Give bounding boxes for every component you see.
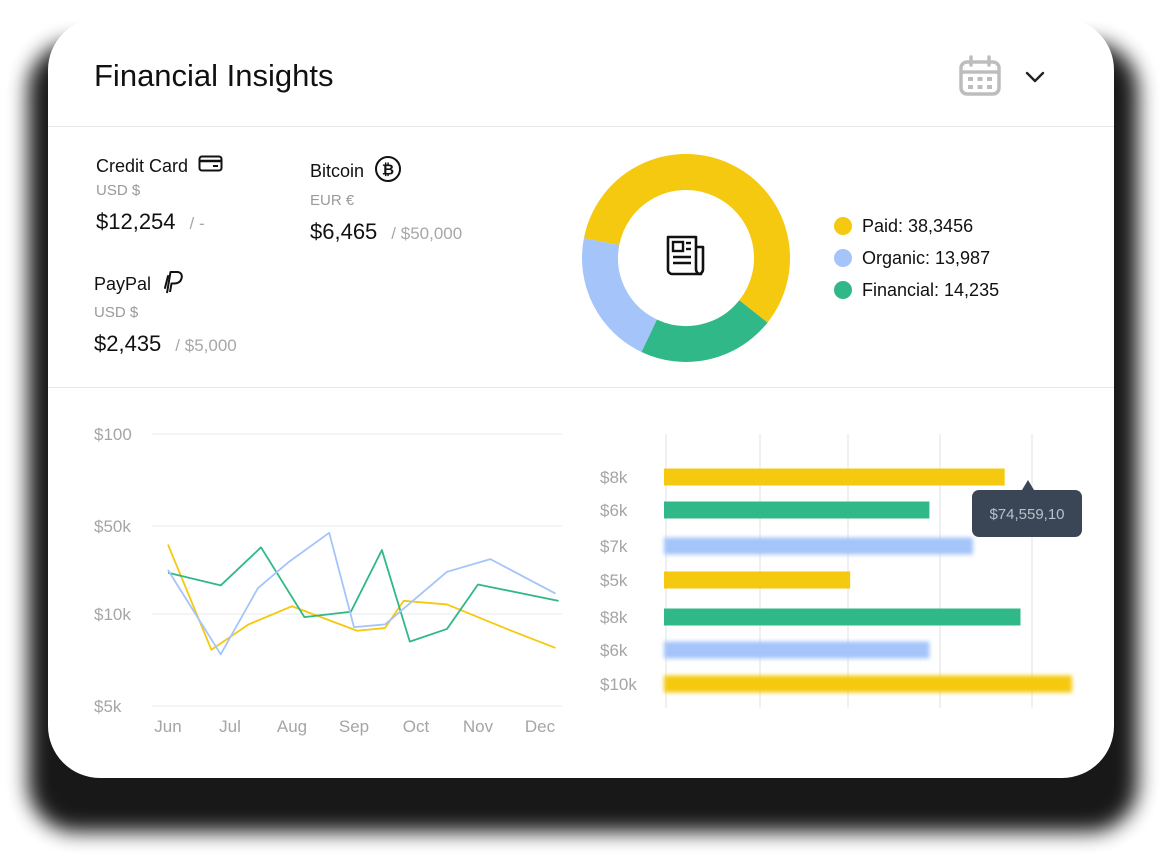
y-tick-label: $8k bbox=[600, 608, 628, 627]
x-tick-label: Aug bbox=[277, 717, 307, 736]
newspaper-icon bbox=[661, 231, 709, 279]
calendar-icon[interactable] bbox=[958, 54, 1002, 98]
y-tick-label: $6k bbox=[600, 641, 628, 660]
y-tick-label: $6k bbox=[600, 501, 628, 520]
y-tick-label: $100 bbox=[94, 425, 132, 444]
account-limit: / - bbox=[189, 214, 205, 233]
bar[interactable] bbox=[664, 468, 1005, 486]
y-tick-label: $50k bbox=[94, 517, 131, 536]
account-amount: $2,435 bbox=[94, 331, 162, 356]
legend-item-organic: Organic: 13,987 bbox=[834, 242, 999, 274]
account-limit: / $50,000 bbox=[391, 224, 463, 243]
account-amount: $6,465 bbox=[310, 219, 378, 244]
line-chart: $100 $50k $10k $5k Jun Jul Aug Sep Oct Nov Dec bbox=[94, 425, 562, 736]
page-title: Financial Insights bbox=[94, 58, 334, 93]
tooltip-arrow bbox=[1022, 480, 1034, 490]
tooltip-box bbox=[972, 490, 1082, 537]
y-tick-label: $5k bbox=[94, 697, 122, 716]
legend-label: Financial: 14,235 bbox=[862, 279, 1000, 300]
svg-text:₿: ₿ bbox=[382, 162, 394, 179]
account-name: Credit Card bbox=[96, 156, 189, 176]
donut-chart bbox=[582, 154, 790, 362]
bar-chart: $8k $6k $7k $5k $8k $6k $10k $74,559,10 bbox=[600, 434, 1082, 708]
section-divider bbox=[48, 387, 1114, 388]
x-tick-label: Nov bbox=[463, 717, 494, 736]
legend-dot bbox=[834, 217, 852, 235]
bar[interactable] bbox=[664, 608, 1021, 626]
legend-item-paid: Paid: 38,3456 bbox=[834, 210, 999, 242]
legend-label: Paid: 38,3456 bbox=[862, 215, 974, 236]
x-tick-label: Jun bbox=[154, 717, 181, 736]
donut-slice-financial bbox=[641, 299, 768, 362]
donut-slice-organic bbox=[582, 238, 658, 352]
account-name: PayPal bbox=[94, 274, 152, 294]
line-series-0 bbox=[167, 544, 556, 651]
legend-dot bbox=[834, 281, 852, 299]
credit-card-icon bbox=[198, 155, 224, 178]
bar[interactable] bbox=[664, 571, 851, 589]
tooltip-text: $74,559,10 bbox=[989, 506, 1064, 523]
financial-insights-card: Financial Insights Credit Card USD $ $12… bbox=[48, 18, 1114, 778]
account-currency: EUR € bbox=[310, 192, 355, 209]
donut-slice-paid bbox=[583, 154, 790, 323]
legend-dot bbox=[834, 249, 852, 267]
y-tick-label: $5k bbox=[600, 571, 628, 590]
chevron-down-icon[interactable] bbox=[1022, 64, 1048, 90]
bitcoin-icon: ₿ bbox=[374, 155, 402, 188]
account-currency: USD $ bbox=[96, 182, 141, 199]
account-bitcoin[interactable]: Bitcoin ₿ EUR € $6,465 / $50,000 bbox=[310, 155, 462, 245]
y-tick-label: $8k bbox=[600, 468, 628, 487]
account-name: Bitcoin bbox=[310, 161, 365, 181]
legend-label: Organic: 13,987 bbox=[862, 247, 991, 268]
y-tick-label: $10k bbox=[600, 675, 637, 694]
bar[interactable] bbox=[664, 675, 1072, 693]
x-tick-label: Jul bbox=[219, 717, 241, 736]
x-tick-label: Sep bbox=[339, 717, 369, 736]
account-paypal[interactable]: PayPal USD $ $2,435 / $5,000 bbox=[94, 269, 237, 357]
donut-legend: Paid: 38,3456 Organic: 13,987 Financial:… bbox=[834, 210, 999, 306]
bar[interactable] bbox=[664, 537, 973, 555]
bar[interactable] bbox=[664, 501, 930, 519]
account-credit-card[interactable]: Credit Card USD $ $12,254 / - bbox=[96, 155, 224, 235]
legend-item-financial: Financial: 14,235 bbox=[834, 274, 999, 306]
header-divider bbox=[48, 126, 1114, 127]
y-tick-label: $7k bbox=[600, 537, 628, 556]
line-series-2 bbox=[167, 531, 556, 656]
x-tick-label: Dec bbox=[525, 717, 556, 736]
account-amount: $12,254 bbox=[96, 209, 176, 234]
line-series-1 bbox=[167, 546, 559, 643]
paypal-icon bbox=[161, 269, 185, 300]
bar-tooltip: $74,559,10 bbox=[972, 480, 1082, 537]
bar[interactable] bbox=[664, 641, 930, 659]
account-limit: / $5,000 bbox=[175, 336, 237, 355]
y-tick-label: $10k bbox=[94, 605, 131, 624]
account-currency: USD $ bbox=[94, 304, 139, 321]
x-tick-label: Oct bbox=[403, 717, 430, 736]
